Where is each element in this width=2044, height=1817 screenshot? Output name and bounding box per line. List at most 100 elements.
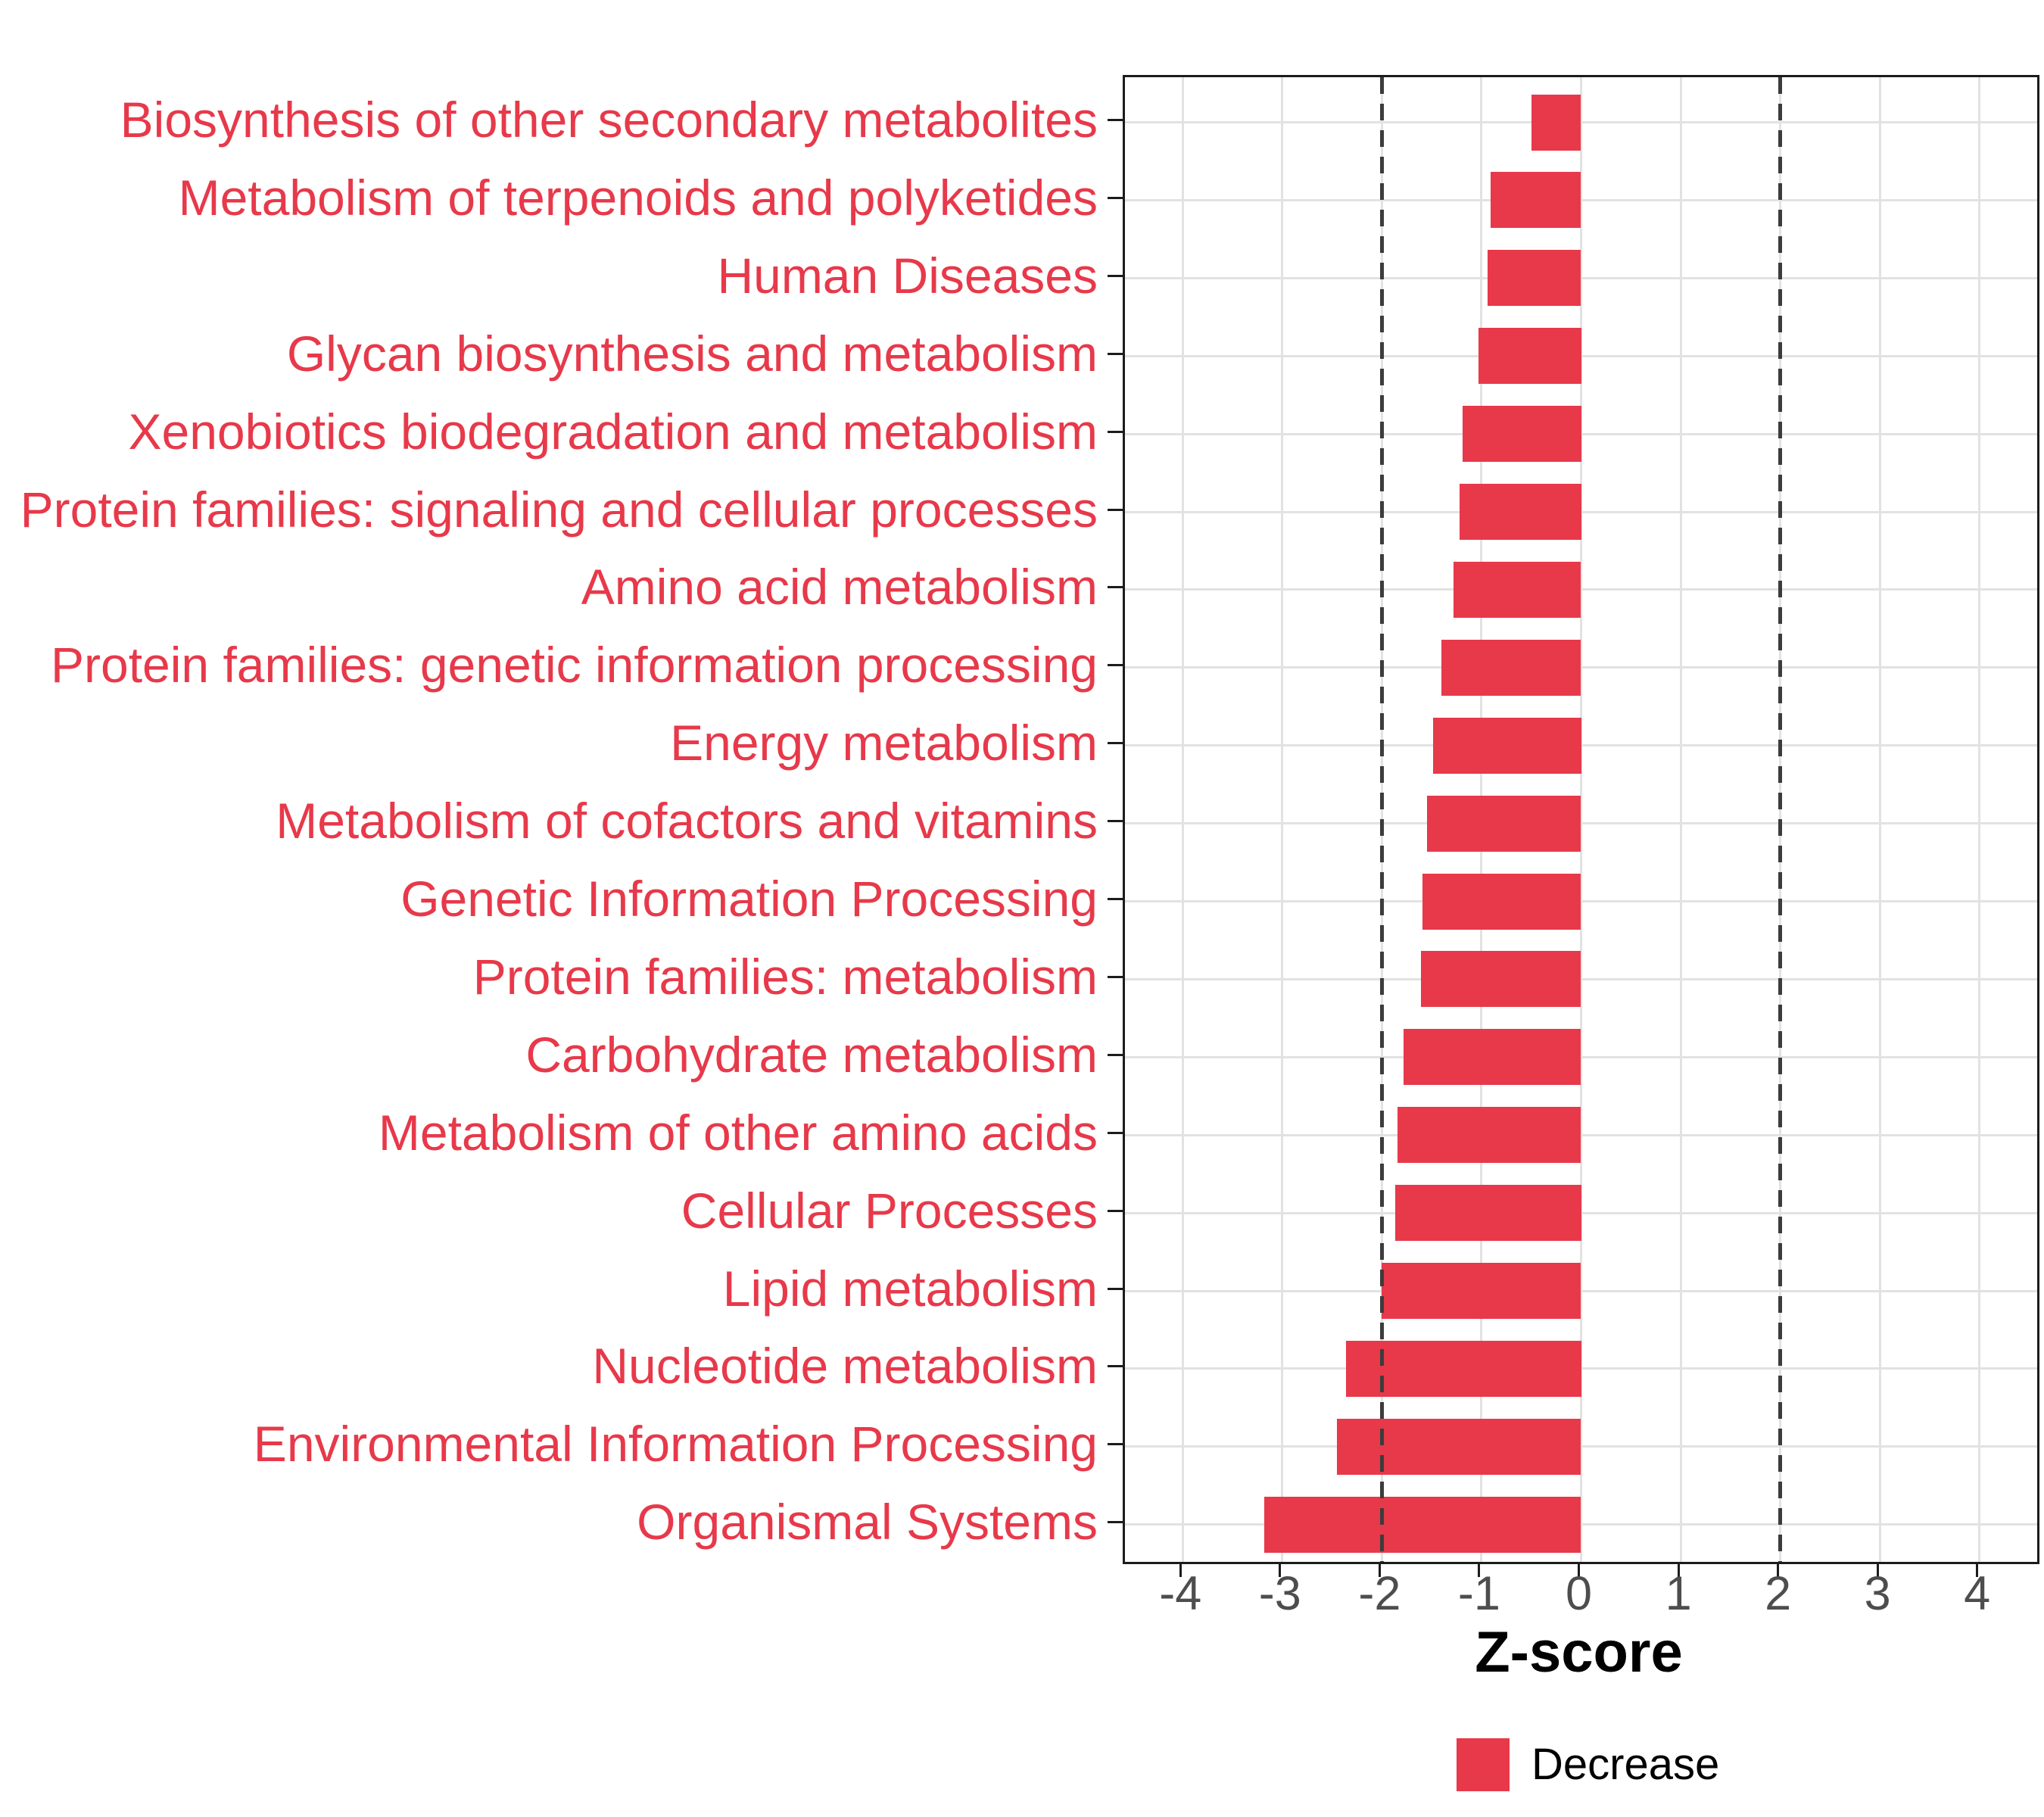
y-axis-label: Genetic Information Processing [400, 871, 1098, 927]
y-axis-label: Protein families: metabolism [472, 948, 1098, 1005]
legend-key-decrease [1457, 1738, 1510, 1791]
x-tick [1677, 1562, 1680, 1577]
bar [1404, 1029, 1581, 1086]
x-axis-title: Z-score [1475, 1620, 1683, 1685]
bar [1422, 873, 1581, 930]
y-axis-label: Metabolism of cofactors and vitamins [276, 793, 1098, 849]
x-tick [1179, 1562, 1182, 1577]
y-axis-label: Environmental Information Processing [253, 1416, 1098, 1473]
y-tick [1108, 820, 1123, 823]
bar [1420, 951, 1581, 1008]
bar [1460, 484, 1581, 540]
legend-label-decrease: Decrease [1531, 1740, 1720, 1789]
y-tick [1108, 1365, 1123, 1368]
y-tick [1108, 664, 1123, 667]
y-axis-label: Lipid metabolism [722, 1260, 1098, 1317]
x-tick [1478, 1562, 1481, 1577]
x-tick-label: 3 [1864, 1567, 1891, 1620]
y-gridline [1125, 1289, 2037, 1292]
y-axis-label: Glycan biosynthesis and metabolism [286, 325, 1098, 382]
plot-panel [1123, 75, 2039, 1564]
y-tick [1108, 1521, 1123, 1524]
bar [1531, 94, 1581, 151]
reference-line [1778, 77, 1783, 1562]
y-gridline [1125, 1211, 2037, 1214]
x-tick-label: 4 [1964, 1567, 1991, 1620]
y-axis-label: Biosynthesis of other secondary metaboli… [120, 92, 1098, 148]
x-tick [1578, 1562, 1580, 1577]
y-axis-label: Human Diseases [717, 247, 1098, 304]
y-axis-label: Metabolism of terpenoids and polyketides [178, 169, 1098, 226]
x-gridline [1580, 77, 1582, 1562]
bar [1264, 1496, 1581, 1553]
y-tick [1108, 898, 1123, 900]
bar [1397, 1107, 1581, 1164]
bar [1478, 328, 1581, 385]
bar [1382, 1263, 1581, 1319]
x-gridline [1679, 77, 1682, 1562]
x-gridline [1978, 77, 1981, 1562]
y-axis-label: Energy metabolism [670, 715, 1098, 771]
y-tick [1108, 430, 1123, 433]
bar [1337, 1418, 1581, 1475]
x-tick-label: 0 [1565, 1567, 1593, 1620]
y-gridline [1125, 744, 2037, 747]
bar [1426, 795, 1581, 852]
y-gridline [1125, 1367, 2037, 1370]
y-tick [1108, 352, 1123, 355]
x-tick [1976, 1562, 1979, 1577]
y-axis-label: Cellular Processes [681, 1182, 1098, 1239]
y-tick [1108, 1131, 1123, 1134]
x-tick [1876, 1562, 1879, 1577]
x-tick-label: -2 [1358, 1567, 1401, 1620]
y-gridline [1125, 588, 2037, 591]
y-gridline [1125, 432, 2037, 435]
y-gridline [1125, 977, 2037, 980]
x-tick [1279, 1562, 1282, 1577]
x-tick-label: 2 [1765, 1567, 1792, 1620]
bar [1487, 250, 1581, 307]
bar [1394, 1185, 1581, 1242]
x-tick [1777, 1562, 1780, 1577]
y-tick [1108, 1443, 1123, 1446]
y-gridline [1125, 900, 2037, 902]
y-axis-label: Protein families: signaling and cellular… [20, 481, 1098, 538]
y-gridline [1125, 1133, 2037, 1136]
x-tick [1378, 1562, 1381, 1577]
y-axis-label: Nucleotide metabolism [592, 1338, 1098, 1395]
y-gridline [1125, 276, 2037, 279]
y-axis-label: Xenobiotics biodegradation and metabolis… [128, 403, 1098, 460]
y-tick [1108, 742, 1123, 745]
y-axis-label: Protein families: genetic information pr… [50, 637, 1098, 693]
bar [1454, 561, 1581, 618]
y-tick [1108, 274, 1123, 277]
y-tick [1108, 119, 1123, 121]
bar [1432, 717, 1581, 774]
y-gridline [1125, 822, 2037, 825]
reference-line [1379, 77, 1384, 1562]
x-tick-label: -4 [1159, 1567, 1202, 1620]
y-gridline [1125, 121, 2037, 123]
y-gridline [1125, 1055, 2037, 1058]
bar [1346, 1340, 1581, 1397]
y-tick [1108, 1287, 1123, 1290]
y-tick [1108, 586, 1123, 589]
y-gridline [1125, 198, 2037, 201]
y-tick [1108, 196, 1123, 199]
y-gridline [1125, 354, 2037, 357]
x-gridline [1281, 77, 1284, 1562]
y-gridline [1125, 1523, 2037, 1526]
y-gridline [1125, 666, 2037, 669]
y-axis-label: Metabolism of other amino acids [378, 1104, 1098, 1161]
x-gridline [1181, 77, 1184, 1562]
x-tick-label: 1 [1665, 1567, 1692, 1620]
y-tick [1108, 1209, 1123, 1212]
y-axis-label: Organismal Systems [637, 1494, 1098, 1551]
x-tick-label: -3 [1258, 1567, 1301, 1620]
bar [1441, 639, 1581, 696]
x-tick-label: -1 [1457, 1567, 1500, 1620]
y-gridline [1125, 1445, 2037, 1448]
y-tick [1108, 975, 1123, 978]
x-gridline [1878, 77, 1881, 1562]
